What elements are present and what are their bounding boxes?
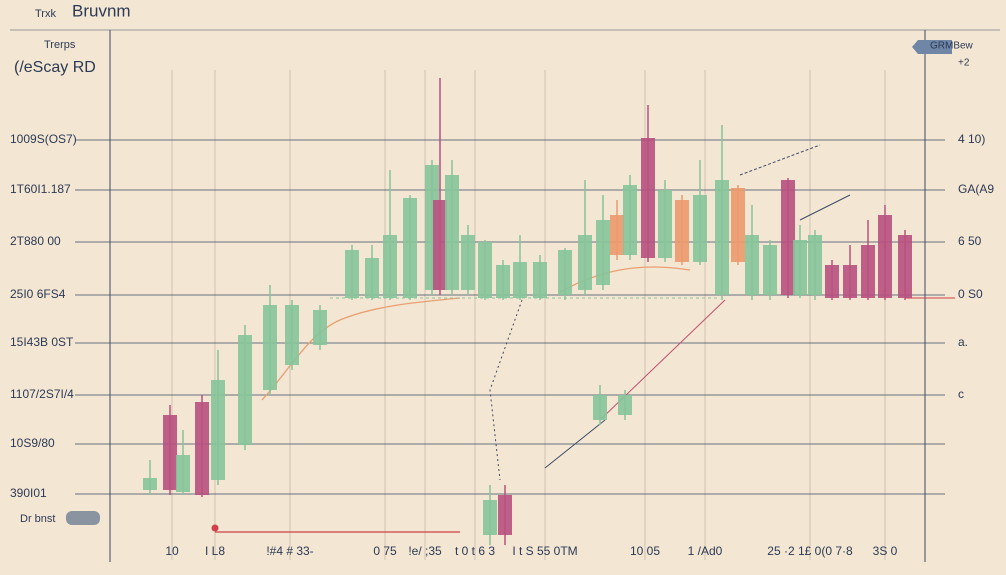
y-tick-label: 25I0 6FS4	[10, 287, 66, 301]
candle-body	[461, 235, 475, 290]
candle-body	[365, 258, 379, 298]
label: +2	[958, 58, 970, 69]
x-tick-label: 10	[165, 544, 179, 558]
trend-curve	[559, 266, 691, 293]
y2-tick-label: a.	[958, 335, 968, 349]
pill	[66, 511, 100, 525]
subtitle: (/eScay RD	[14, 59, 96, 76]
candle-body	[195, 402, 209, 495]
y2-tick-label: 6 50	[958, 234, 982, 248]
line	[799, 194, 851, 221]
candle-body	[763, 245, 777, 295]
label: Trerps	[44, 39, 76, 51]
candle-body	[433, 200, 447, 290]
y-tick-label: 1107/2S7I/4	[10, 387, 74, 401]
candle-body	[143, 478, 157, 490]
y2-tick-label: 0 S0	[958, 287, 983, 301]
candle-body	[781, 180, 795, 295]
candle-body	[658, 190, 672, 258]
candle-body	[610, 215, 624, 255]
candle-body	[211, 380, 225, 480]
x-tick-label: 25 ·2 1£ 0(0 7·8	[767, 544, 853, 558]
candle-body	[513, 262, 527, 298]
candle-body	[533, 262, 547, 298]
candle-body	[593, 395, 607, 420]
candle-body	[731, 188, 745, 262]
label: Dr bnst	[20, 513, 55, 525]
candle-body	[596, 220, 610, 285]
y-tick-label: 1009S(OS7)	[10, 132, 77, 146]
candle-body	[285, 305, 299, 365]
y-tick-label: 10S9/80	[10, 436, 55, 450]
y-tick-label: 390I01	[10, 486, 47, 500]
y2-tick-label: 4 10)	[958, 132, 985, 146]
y-tick-label: 2T880 00	[10, 234, 61, 248]
candle-body	[263, 305, 277, 390]
candle-body	[675, 200, 689, 262]
candle-body	[843, 265, 857, 298]
chart-title: Bruvnm	[72, 1, 131, 20]
x-tick-label: I L8	[205, 544, 225, 558]
candle-body	[558, 250, 572, 295]
x-tick-label: !#4 # 33-	[266, 544, 313, 558]
candle-body	[163, 415, 177, 490]
dash-line	[739, 144, 821, 176]
candle-body	[345, 250, 359, 298]
x-tick-label: 10 05	[630, 544, 660, 558]
x-tick-label: 3S 0	[873, 544, 898, 558]
candle-body	[715, 180, 729, 295]
candle-body	[445, 175, 459, 290]
trend-curve	[261, 297, 461, 401]
candle-body	[623, 185, 637, 255]
y-tick-label: 15I43B 0ST	[10, 335, 74, 349]
x-tick-label: !e/ ;35	[408, 544, 442, 558]
candle-body	[176, 455, 190, 492]
candle-body	[878, 215, 892, 298]
candle-body	[483, 500, 497, 535]
candle-body	[793, 240, 807, 295]
tag	[912, 40, 952, 54]
candle-body	[383, 235, 397, 298]
x-tick-label: 1 /Ad0	[688, 544, 723, 558]
candle-body	[496, 265, 510, 298]
candle-body	[745, 235, 759, 295]
candle-body	[313, 310, 327, 345]
candle-body	[641, 138, 655, 258]
candle-body	[808, 235, 822, 295]
candle-body	[578, 235, 592, 290]
candle-body	[861, 245, 875, 298]
y-tick-label: 1T60I1.187	[10, 182, 71, 196]
tag-label: GRMBew	[930, 41, 974, 52]
y2-tick-label: GA(A9	[958, 182, 994, 196]
y2-tick-label: c	[958, 387, 964, 401]
candle-body	[403, 198, 417, 298]
candle-body	[478, 242, 492, 298]
x-tick-label: 0 75	[373, 544, 397, 558]
candle-body	[693, 195, 707, 262]
candle-body	[498, 495, 512, 535]
candle-body	[825, 265, 839, 298]
dot	[211, 524, 219, 532]
x-tick-label: I t S 55 0TM	[512, 544, 577, 558]
label: Trxk	[35, 8, 56, 20]
x-tick-label: t 0 t 6 3	[455, 544, 495, 558]
dash-line	[489, 299, 523, 481]
candle-body	[238, 335, 252, 445]
candle-body	[618, 395, 632, 415]
candle-body	[898, 235, 912, 298]
line	[544, 419, 606, 469]
